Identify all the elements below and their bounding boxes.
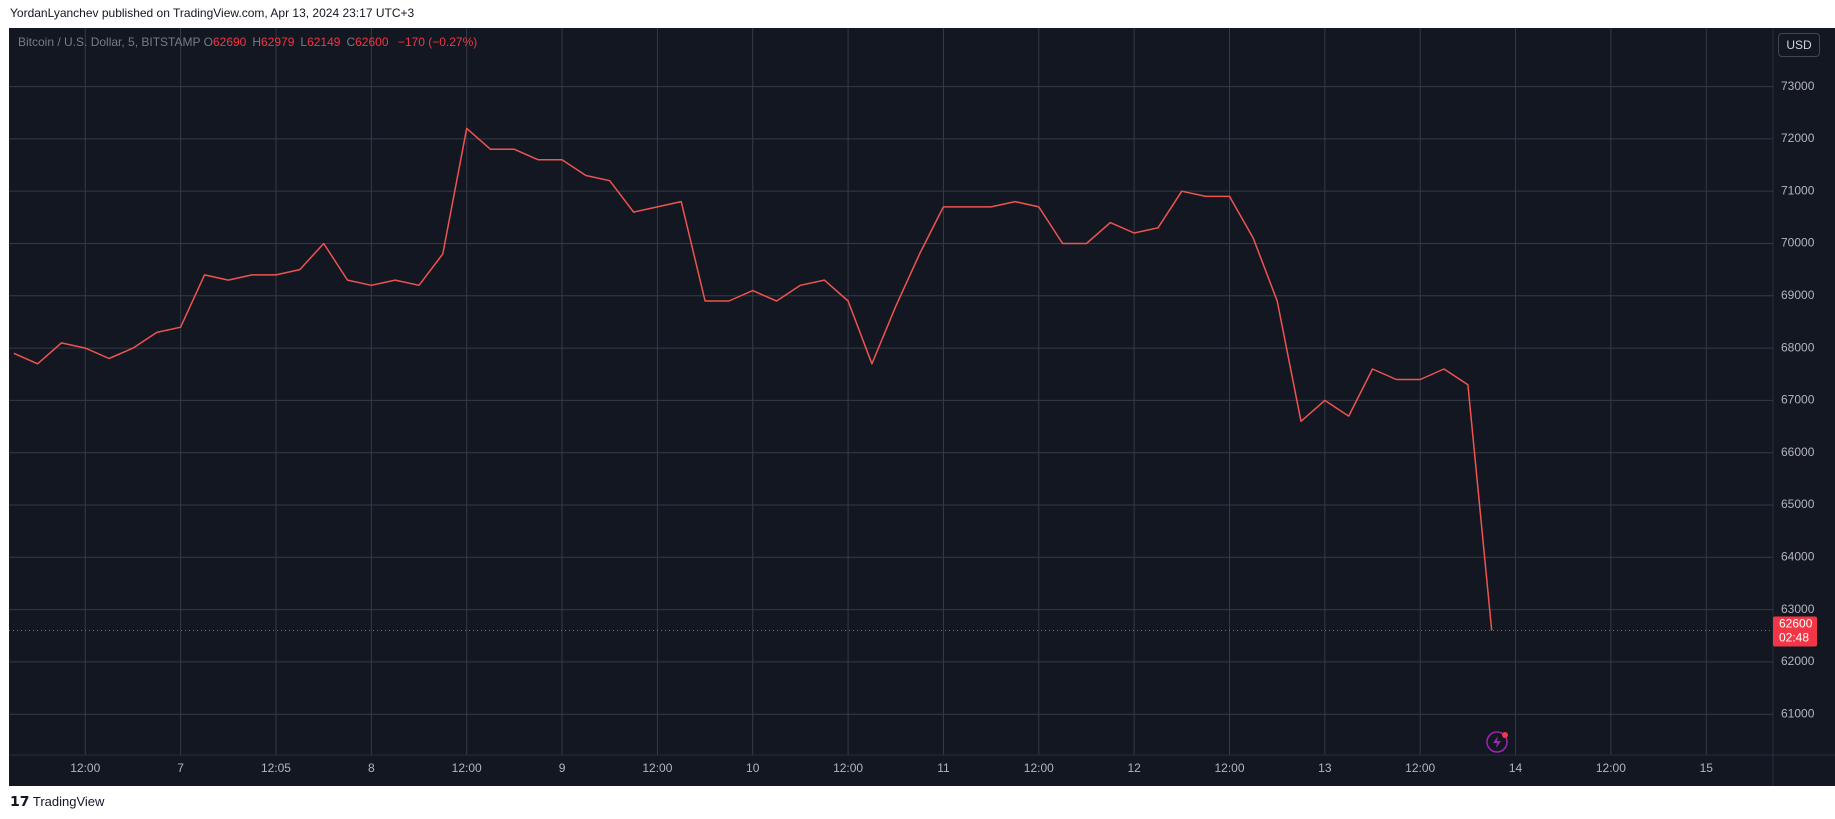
- y-tick-label: 68000: [1781, 340, 1815, 354]
- chart: 61000 62000 63000 64000 65000 66000 67000 68000…: [9, 28, 1835, 786]
- ohlc-label: O: [203, 35, 213, 49]
- ohlc: O62690 H62979 L62149 C62600: [204, 35, 395, 49]
- y-tick-label: 63000: [1781, 602, 1815, 616]
- brand: TradingView: [32, 794, 105, 809]
- ohlc-value: 62979: [261, 35, 295, 49]
- x-tick-label: 12:00: [70, 761, 100, 775]
- symbol: Bitcoin / U.S. Dollar, 5, BITSTAMP: [18, 35, 201, 49]
- chart-background: [9, 28, 1835, 786]
- ohlc-value: 62690: [212, 35, 247, 49]
- x-tick-label: 12:00: [1024, 761, 1054, 775]
- alert-icon[interactable]: [1486, 731, 1508, 753]
- x-tick-label: 12:00: [1405, 761, 1435, 775]
- last-price-label: 62600: [1779, 617, 1813, 631]
- y-tick-label: 64000: [1781, 549, 1815, 563]
- countdown-label: 02:48: [1779, 631, 1809, 645]
- logo: 𝟭𝟳: [10, 793, 30, 809]
- x-tick-label: 12:00: [1596, 761, 1626, 775]
- y-tick-label: 71000: [1781, 183, 1815, 197]
- x-tick-label: 8: [368, 761, 375, 775]
- x-tick-label: 12:00: [452, 761, 482, 775]
- y-tick-label: 73000: [1781, 79, 1815, 93]
- change: −170 (−0.27%): [397, 35, 478, 49]
- last-price-box: [1773, 616, 1817, 647]
- y-tick-label: 62000: [1781, 654, 1815, 668]
- y-tick-label: 66000: [1781, 445, 1815, 459]
- x-tick-label: 12:00: [1214, 761, 1244, 775]
- publish-info: YordanLyanchev published on TradingView.…: [10, 6, 415, 20]
- x-tick-label: 12:00: [642, 761, 672, 775]
- x-tick-label: 15: [1700, 761, 1714, 775]
- x-tick-label: 11: [937, 761, 950, 775]
- y-tick-label: 70000: [1781, 236, 1815, 250]
- x-tick-label: 13: [1318, 761, 1332, 775]
- x-tick-label: 10: [746, 761, 760, 775]
- ohlc-value: 62600: [355, 35, 389, 49]
- price-line: [13, 127, 1493, 631]
- currency-button[interactable]: USD: [1778, 33, 1820, 57]
- x-tick-label: 7: [177, 761, 184, 775]
- ohlc-label: C: [346, 35, 356, 49]
- ohlc-label: H: [252, 35, 262, 49]
- y-tick-label: 61000: [1781, 706, 1815, 720]
- x-tick-label: 9: [559, 761, 566, 775]
- x-tick-label: 12:00: [833, 761, 863, 775]
- footer: 𝟭𝟳 TradingView: [10, 793, 104, 810]
- legend: Bitcoin / U.S. Dollar, 5, BITSTAMP O6269…: [18, 35, 483, 49]
- x-tick-label: 12: [1127, 761, 1141, 775]
- x-tick-label: 14: [1509, 761, 1523, 775]
- y-tick-label: 67000: [1781, 393, 1815, 407]
- y-tick-label: 72000: [1781, 131, 1815, 145]
- y-tick-label: 69000: [1781, 288, 1815, 302]
- ohlc-value: 62149: [307, 35, 341, 49]
- x-tick-label: 12:05: [261, 761, 291, 775]
- y-tick-label: 65000: [1781, 497, 1815, 511]
- ohlc-label: L: [300, 35, 308, 49]
